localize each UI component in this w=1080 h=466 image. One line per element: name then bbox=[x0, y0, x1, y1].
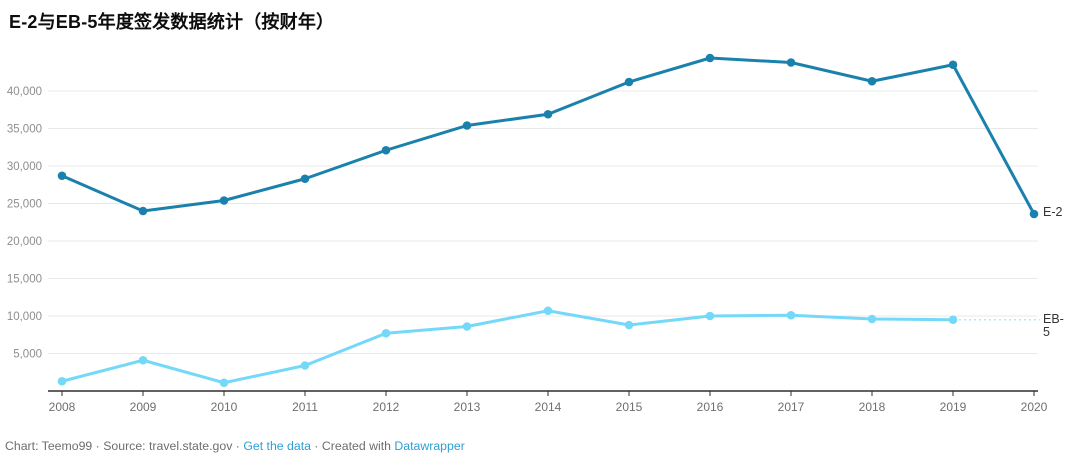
data-point-EB-5[interactable] bbox=[705, 311, 715, 321]
data-point-E-2[interactable] bbox=[219, 196, 229, 205]
data-point-E-2[interactable] bbox=[543, 109, 553, 119]
line-EB-5 bbox=[60, 309, 955, 385]
data-point-E-2[interactable] bbox=[867, 76, 877, 86]
data-point-EB-5[interactable] bbox=[219, 378, 229, 388]
y-axis-tick-label: 25,000 bbox=[7, 199, 42, 211]
y-axis-tick-label: 40,000 bbox=[7, 86, 42, 98]
data-point-EB-5[interactable] bbox=[543, 306, 553, 316]
data-point-EB-5[interactable] bbox=[57, 376, 67, 386]
data-point-E-2[interactable] bbox=[57, 171, 67, 181]
data-point-E-2[interactable] bbox=[624, 77, 634, 87]
data-point-E-2[interactable] bbox=[786, 58, 796, 67]
x-axis-tick-label: 2019 bbox=[940, 400, 967, 414]
data-point-EB-5[interactable] bbox=[786, 310, 796, 320]
x-axis-tick-label: 2011 bbox=[292, 400, 318, 414]
x-axis-tick-label: 2015 bbox=[616, 400, 643, 414]
data-point-EB-5[interactable] bbox=[867, 314, 877, 324]
data-point-EB-5[interactable] bbox=[381, 328, 391, 338]
x-axis-tick-label: 2013 bbox=[454, 400, 481, 414]
y-axis-tick-label: 15,000 bbox=[7, 274, 42, 286]
footer-credit-text: Chart: Teemo99 · Source: travel.state.go… bbox=[5, 439, 244, 453]
x-axis-tick-label: 2018 bbox=[859, 400, 886, 414]
y-axis-tick-label: 20,000 bbox=[7, 236, 42, 248]
x-axis-tick-label: 2012 bbox=[373, 400, 400, 414]
series-label-e2: E-2 bbox=[1043, 205, 1063, 219]
data-point-E-2[interactable] bbox=[300, 174, 310, 184]
line-E-2 bbox=[60, 56, 1036, 216]
data-point-EB-5[interactable] bbox=[300, 361, 310, 370]
y-axis-tick-label: 5,000 bbox=[13, 349, 42, 361]
data-point-E-2[interactable] bbox=[381, 145, 391, 155]
data-point-E-2[interactable] bbox=[462, 121, 472, 130]
datawrapper-link[interactable]: Datawrapper bbox=[394, 439, 465, 453]
y-axis-tick-label: 30,000 bbox=[7, 161, 42, 173]
x-axis-tick-label: 2016 bbox=[697, 400, 724, 414]
data-point-E-2[interactable] bbox=[705, 53, 715, 63]
y-axis-tick-label: 35,000 bbox=[7, 124, 42, 136]
footer-attribution: Chart: Teemo99 · Source: travel.state.go… bbox=[5, 439, 465, 453]
y-axis-tick-label: 10,000 bbox=[7, 311, 42, 323]
x-axis-tick-label: 2009 bbox=[130, 400, 157, 414]
x-axis-tick-label: 2020 bbox=[1021, 400, 1048, 414]
data-point-E-2[interactable] bbox=[948, 60, 958, 70]
footer-between-text: · Created with bbox=[311, 439, 395, 453]
x-axis-tick-label: 2008 bbox=[49, 400, 76, 414]
data-point-EB-5[interactable] bbox=[948, 315, 958, 325]
data-point-EB-5[interactable] bbox=[138, 355, 148, 365]
data-point-EB-5[interactable] bbox=[624, 320, 634, 330]
series-label-eb5: EB-5 bbox=[1043, 311, 1064, 339]
get-the-data-link[interactable]: Get the data bbox=[243, 439, 311, 453]
x-axis-tick-label: 2017 bbox=[778, 400, 805, 414]
chart-title: E-2与EB-5年度签发数据统计（按财年） bbox=[9, 12, 335, 32]
x-axis-tick-label: 2010 bbox=[211, 400, 238, 414]
data-point-EB-5[interactable] bbox=[462, 322, 472, 331]
data-point-E-2[interactable] bbox=[1029, 209, 1039, 219]
data-point-E-2[interactable] bbox=[138, 206, 148, 216]
x-axis-tick-label: 2014 bbox=[535, 400, 562, 414]
